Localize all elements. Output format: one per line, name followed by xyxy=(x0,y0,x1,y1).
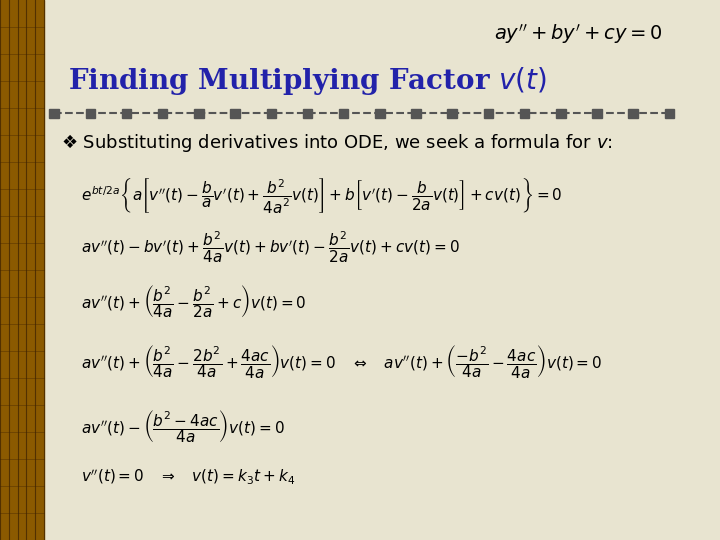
Bar xyxy=(266,109,276,118)
Text: $ay'' + by' + cy = 0$: $ay'' + by' + cy = 0$ xyxy=(494,22,662,45)
Text: $av''(t) + \left(\dfrac{b^2}{4a} - \dfrac{2b^2}{4a} + \dfrac{4ac}{4a}\right)v(t): $av''(t) + \left(\dfrac{b^2}{4a} - \dfra… xyxy=(81,343,603,380)
Bar xyxy=(86,109,95,118)
Bar xyxy=(50,109,59,118)
Text: $av''(t) + \left(\dfrac{b^2}{4a} - \dfrac{b^2}{2a} + c\right)v(t) = 0$: $av''(t) + \left(\dfrac{b^2}{4a} - \dfra… xyxy=(81,284,307,321)
Bar xyxy=(411,109,420,118)
Bar xyxy=(0,0,44,540)
Text: $e^{bt/2a}\left\{a\left[v''(t) - \dfrac{b}{a}v'(t) + \dfrac{b^2}{4a^2}v(t)\right: $e^{bt/2a}\left\{a\left[v''(t) - \dfrac{… xyxy=(81,176,562,214)
Bar xyxy=(520,109,529,118)
Text: $av''(t) - bv'(t) + \dfrac{b^2}{4a}v(t) + bv'(t) - \dfrac{b^2}{2a}v(t) + cv(t) =: $av''(t) - bv'(t) + \dfrac{b^2}{4a}v(t) … xyxy=(81,230,460,265)
Bar xyxy=(556,109,565,118)
Bar xyxy=(665,109,674,118)
Bar xyxy=(629,109,638,118)
Text: Finding Multiplying Factor $v(t)$: Finding Multiplying Factor $v(t)$ xyxy=(68,65,546,97)
Bar xyxy=(447,109,457,118)
Text: ❖ Substituting derivatives into ODE, we seek a formula for $v$:: ❖ Substituting derivatives into ODE, we … xyxy=(61,132,613,154)
Bar xyxy=(122,109,131,118)
Text: $v''(t) = 0 \quad\Rightarrow\quad v(t) = k_3 t + k_4$: $v''(t) = 0 \quad\Rightarrow\quad v(t) =… xyxy=(81,467,295,486)
Bar xyxy=(593,109,602,118)
Bar xyxy=(158,109,167,118)
Bar xyxy=(230,109,240,118)
Text: $av''(t) - \left(\dfrac{b^2 - 4ac}{4a}\right)v(t) = 0$: $av''(t) - \left(\dfrac{b^2 - 4ac}{4a}\r… xyxy=(81,408,285,445)
Bar xyxy=(375,109,384,118)
Bar xyxy=(194,109,204,118)
Bar xyxy=(302,109,312,118)
Bar xyxy=(339,109,348,118)
Bar xyxy=(484,109,493,118)
